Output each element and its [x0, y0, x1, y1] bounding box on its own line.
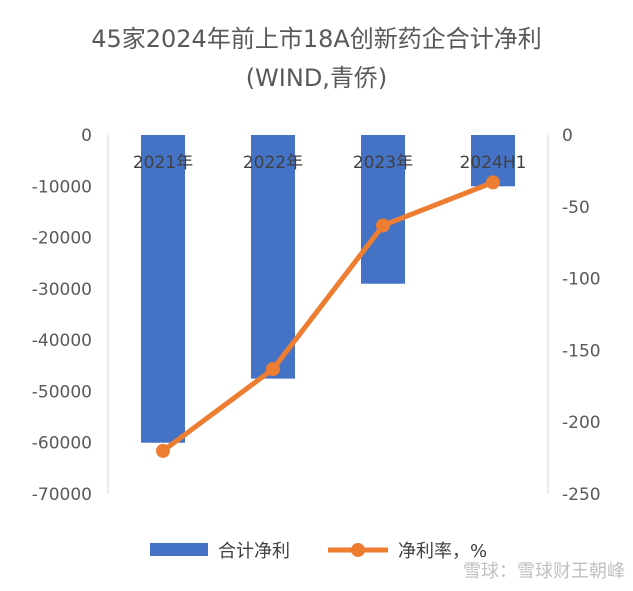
chart-title: 45家2024年前上市18A创新药企合计净利	[91, 25, 542, 53]
left-tick-label: -40000	[32, 331, 92, 351]
left-tick-label: -70000	[32, 485, 92, 505]
category-label: 2023年	[353, 153, 413, 173]
legend-line-label: 净利率，%	[398, 541, 487, 562]
line-point	[156, 443, 170, 458]
left-tick-label: -20000	[32, 229, 92, 249]
line-point	[376, 218, 390, 233]
bar	[361, 135, 405, 284]
right-tick-label: -50	[562, 198, 590, 218]
left-tick-label: -30000	[32, 280, 92, 300]
right-tick-label: -100	[562, 270, 601, 290]
left-tick-label: -60000	[32, 434, 92, 454]
right-tick-label: -250	[562, 485, 601, 505]
left-tick-label: -10000	[32, 177, 92, 197]
category-label: 2022年	[243, 153, 303, 173]
right-tick-label: -200	[562, 413, 601, 433]
left-tick-label: -50000	[32, 382, 92, 402]
legend-line-marker	[351, 543, 365, 557]
right-tick-label: 0	[562, 126, 573, 146]
category-label: 2021年	[133, 153, 193, 173]
line-point	[486, 175, 500, 190]
series-line	[161, 180, 494, 453]
chart-subtitle: (WIND,青侨)	[245, 64, 388, 92]
category-label: 2024H1	[460, 153, 527, 173]
legend-bar-swatch	[150, 543, 208, 556]
line-point	[266, 362, 280, 377]
legend-bar-label: 合计净利	[218, 541, 290, 562]
right-tick-label: -150	[562, 341, 601, 361]
watermark: 雪球：雪球财王朝峰	[463, 561, 625, 582]
bar	[251, 135, 295, 379]
left-tick-label: 0	[81, 126, 92, 146]
bar	[141, 135, 185, 443]
